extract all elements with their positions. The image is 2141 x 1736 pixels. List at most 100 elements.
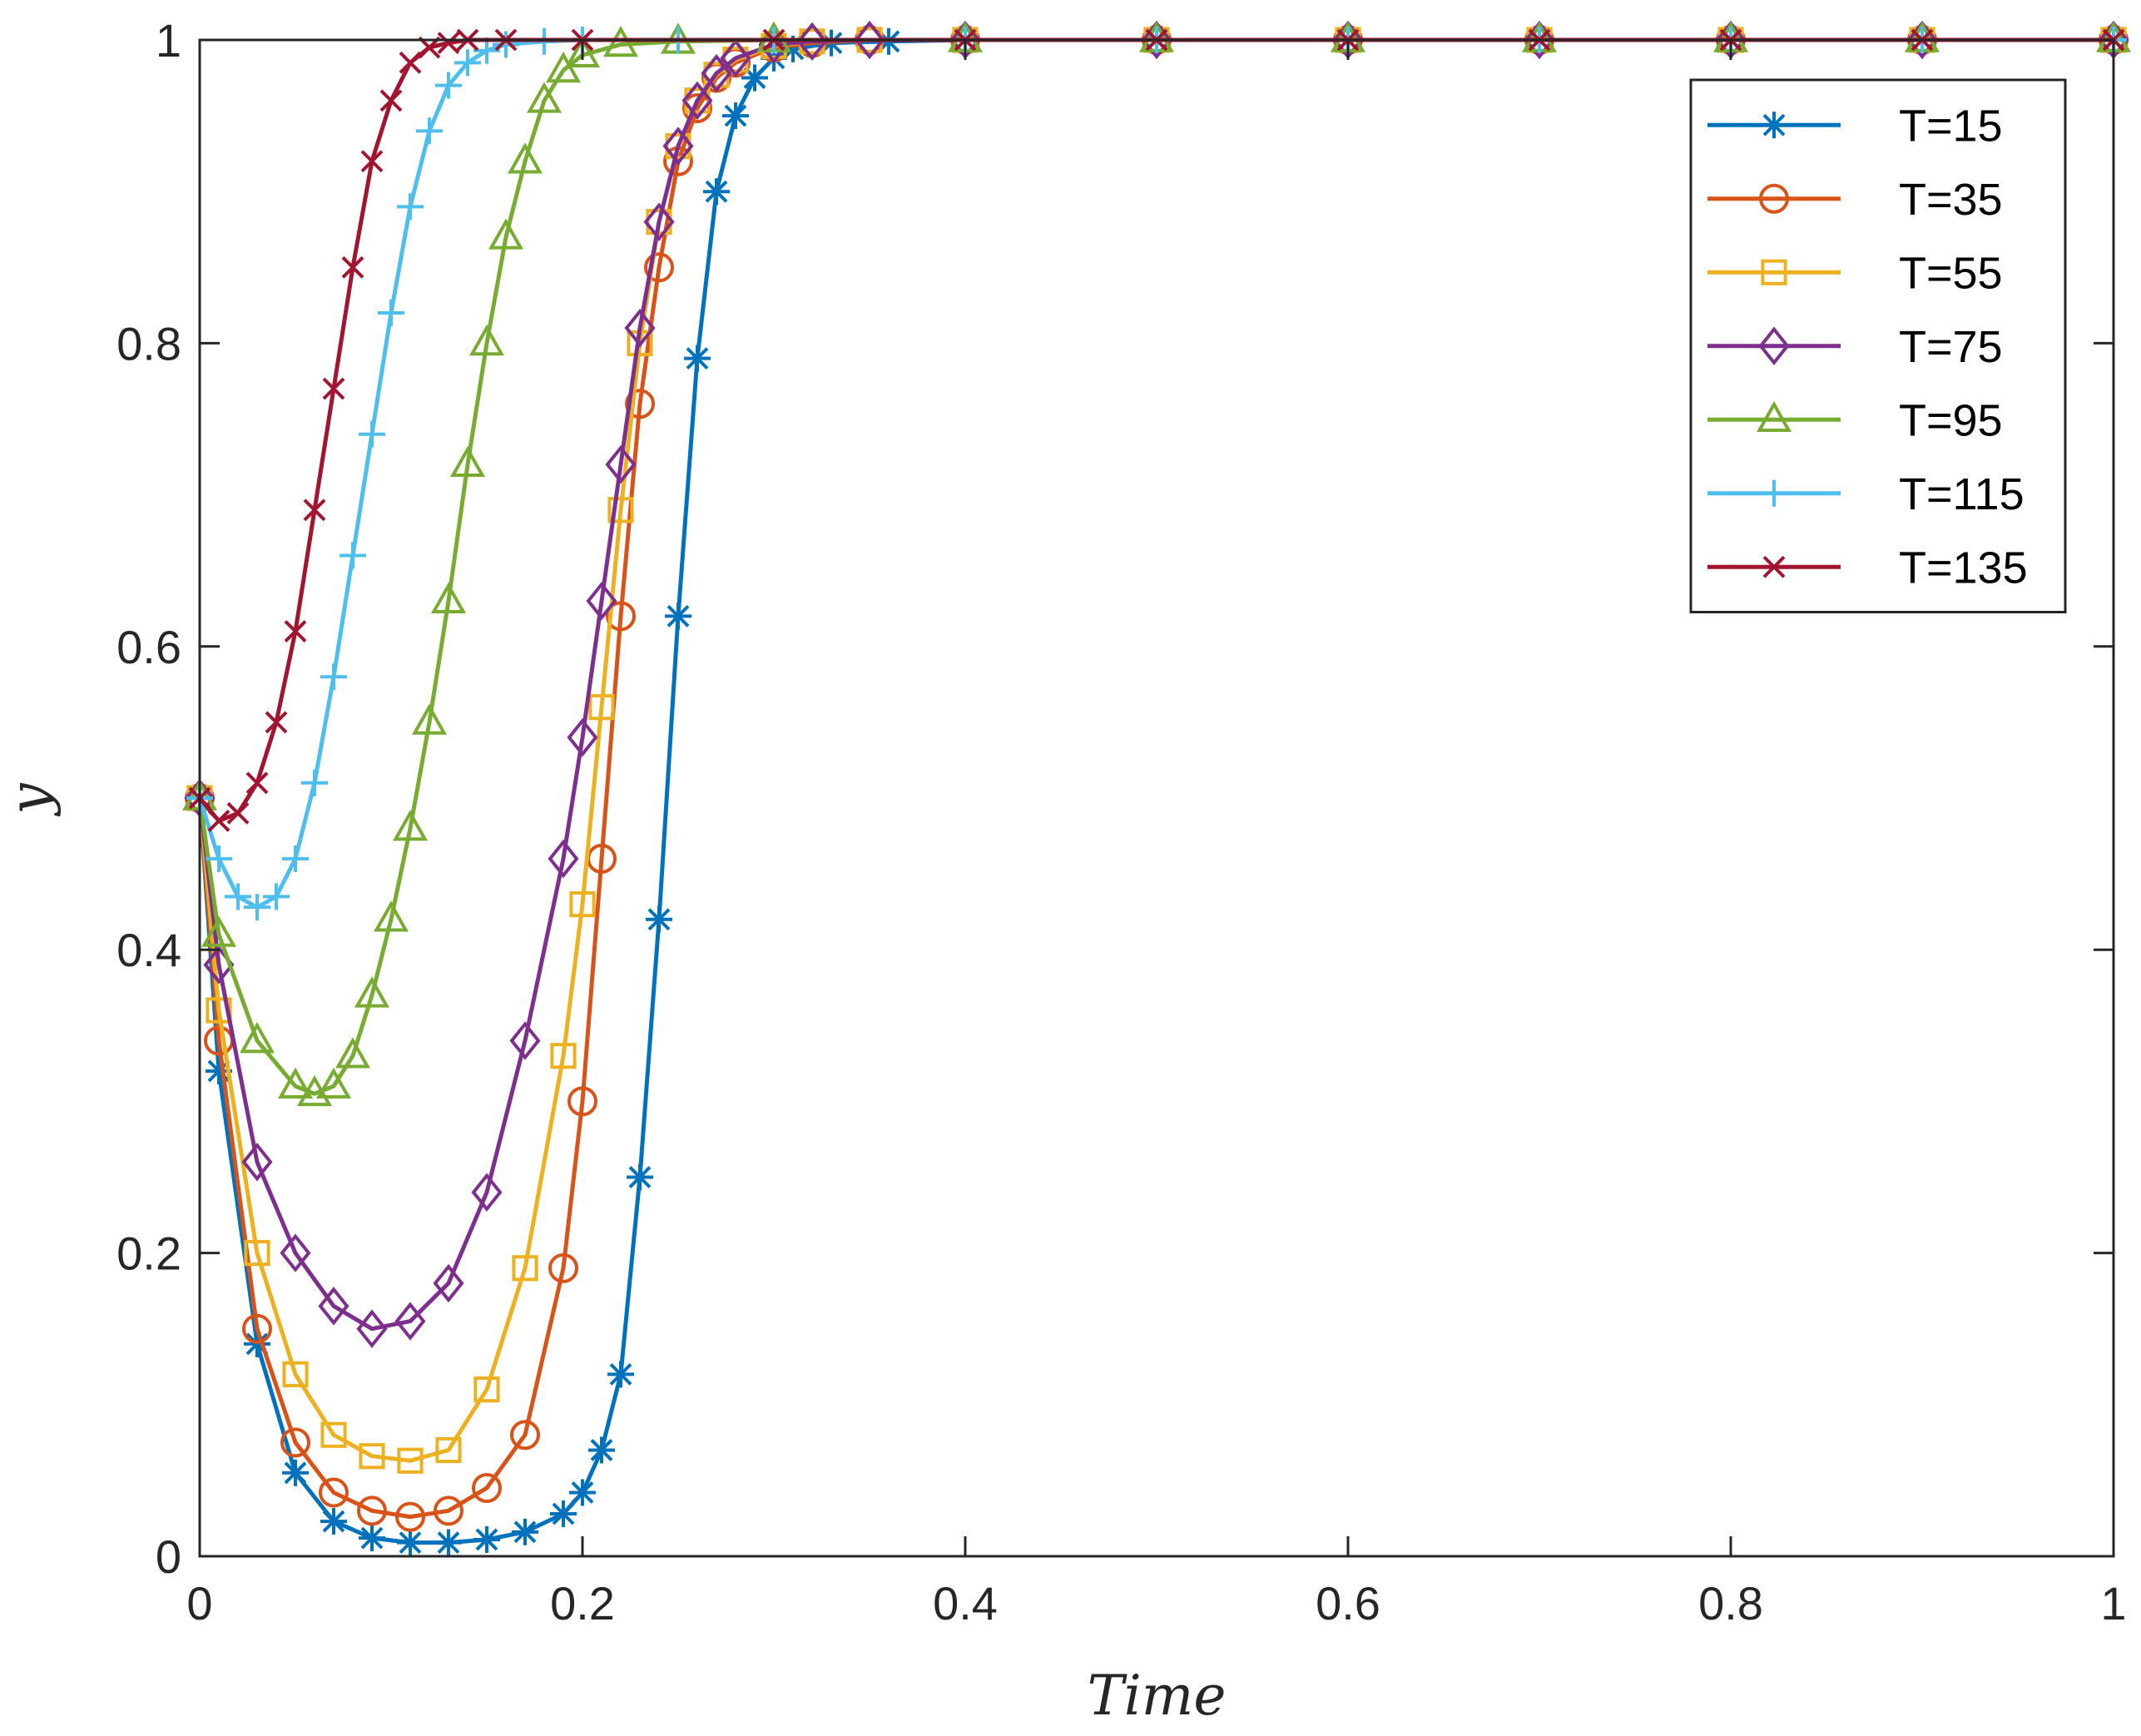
data-point (548, 1252, 578, 1283)
axes-box (198, 38, 2115, 1558)
data-point (548, 839, 579, 879)
data-point (488, 218, 524, 250)
data-point (588, 694, 615, 721)
data-point (665, 603, 691, 630)
data-point (510, 1420, 540, 1451)
data-point (373, 900, 409, 932)
data-point (854, 20, 885, 60)
data-point (550, 1500, 577, 1527)
data-point (356, 1309, 388, 1348)
y-axis-label: y (0, 783, 62, 817)
legend-label: T=95 (1899, 395, 2003, 445)
data-point (263, 883, 290, 910)
legend-item: T=75 (1707, 322, 2003, 372)
legend-label: T=55 (1899, 248, 2003, 298)
x-tick-label: 0.4 (933, 1577, 998, 1629)
data-point (241, 1143, 273, 1182)
data-point (607, 497, 634, 523)
data-point (206, 845, 232, 872)
data-point (722, 102, 749, 130)
data-point (378, 299, 404, 326)
data-point (359, 1443, 385, 1470)
data-point (627, 1163, 653, 1191)
data-point (567, 717, 598, 757)
data-point (201, 915, 237, 947)
data-point (684, 345, 711, 372)
data-point (435, 1436, 462, 1464)
data-point (473, 1376, 500, 1403)
data-point (277, 1067, 314, 1099)
data-point (320, 1508, 347, 1535)
data-point (397, 1529, 424, 1556)
data-point (471, 1173, 503, 1212)
data-point (507, 142, 543, 174)
data-point (550, 1043, 577, 1069)
data-point (701, 53, 732, 93)
data-point (339, 542, 366, 569)
data-point (357, 1495, 387, 1526)
data-point (473, 1525, 500, 1553)
data-point (607, 1361, 634, 1388)
x-axis-label: Time (1088, 1664, 1227, 1728)
data-point (703, 178, 730, 206)
data-point (354, 976, 390, 1008)
data-point (225, 883, 251, 910)
data-point (379, 89, 403, 112)
y-tick-label: 0.2 (116, 1228, 181, 1280)
data-point (282, 845, 309, 872)
data-point (242, 1313, 272, 1344)
data-point (280, 1427, 310, 1458)
data-point (602, 25, 639, 57)
legend-label: T=75 (1899, 322, 2003, 372)
legend: T=15 T=35 T=55 T=75 T=95 T=115 T=135 (1689, 78, 2067, 613)
x-tick-label: 0.6 (1316, 1577, 1380, 1629)
data-point (319, 1477, 349, 1508)
x-tick-label: 1 (2100, 1577, 2126, 1629)
data-point (586, 581, 617, 621)
data-point (301, 769, 328, 796)
data-point (359, 420, 385, 448)
data-point (318, 1287, 349, 1326)
data-point (472, 1473, 502, 1504)
data-point (320, 663, 347, 691)
data-point (360, 150, 384, 173)
data-point (643, 202, 675, 241)
data-point (226, 801, 250, 825)
data-point (435, 1529, 462, 1556)
data-point (392, 809, 429, 841)
data-point (625, 389, 655, 419)
legend-item: T=35 (1707, 175, 2003, 225)
legend-marker (1756, 400, 1792, 433)
data-point (512, 1255, 538, 1282)
legend-marker (1761, 479, 1787, 507)
y-tick-label: 0.8 (116, 317, 181, 370)
data-point (320, 1421, 347, 1448)
data-point (454, 49, 481, 77)
data-point (284, 620, 307, 642)
data-point (624, 308, 656, 348)
data-point (430, 582, 467, 613)
data-point (280, 1233, 311, 1272)
data-point (303, 498, 326, 522)
data-point (437, 32, 460, 55)
x-tick-label: 0 (186, 1577, 212, 1629)
data-point (662, 126, 694, 166)
data-point (244, 1240, 270, 1267)
data-point (569, 890, 596, 918)
data-point (720, 38, 751, 78)
legend-label: T=115 (1899, 469, 2025, 519)
y-tick-label: 0.6 (116, 621, 181, 673)
data-point (206, 997, 232, 1024)
data-point (545, 51, 582, 83)
data-point (468, 324, 505, 356)
data-point (359, 1525, 385, 1552)
data-point (526, 82, 563, 113)
legend-label: T=135 (1899, 543, 2028, 593)
data-point (567, 1086, 597, 1117)
legend-marker (1761, 112, 1787, 139)
legend-marker (1759, 183, 1789, 214)
y-tick-label: 1 (156, 14, 181, 67)
data-point (644, 252, 674, 283)
data-point (244, 894, 270, 921)
